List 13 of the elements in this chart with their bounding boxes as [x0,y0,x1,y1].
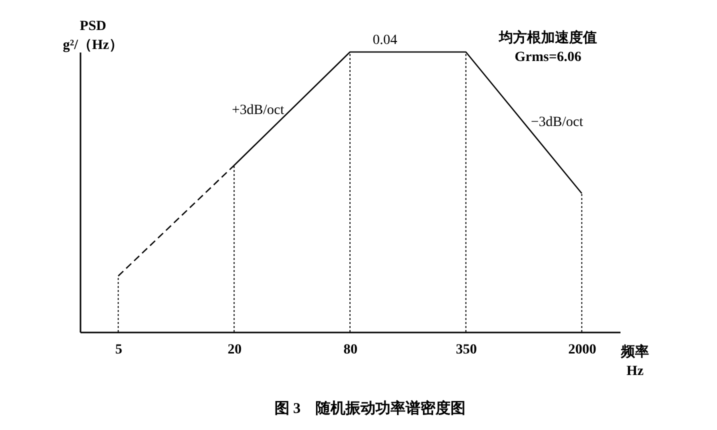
text: 0.04 [372,33,398,48]
text: 图 3 随机振动功率谱密度图 [274,399,466,417]
x-axis-title: 频率 Hz [620,343,649,379]
annotation: Grms=6.06 [514,50,582,65]
x-tick-label: 350 [456,342,477,358]
annotation: +3dB/oct [232,103,284,118]
x-tick-label: 5 [115,342,122,358]
x-tick-label: 80 [344,342,358,358]
x-tick-label: 20 [228,342,242,358]
annotation: −3dB/oct [530,115,584,130]
x-tick-label: 2000 [568,342,596,358]
text: 均方根加速度值 [498,29,597,46]
y-axis-title: PSD g²/（Hz） [62,19,124,53]
